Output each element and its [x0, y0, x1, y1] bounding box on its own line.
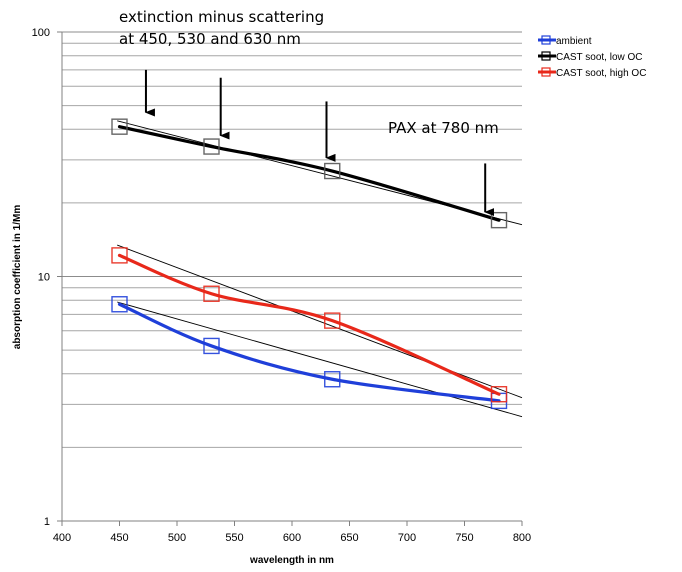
fit-line-cast-soot-high-oc — [117, 244, 523, 399]
series-line-ambient — [117, 302, 501, 403]
legend-label: CAST soot, low OC — [556, 52, 643, 63]
y-axis-title: absorption coefficient in 1/Mm — [12, 205, 23, 350]
x-tick-label: 500 — [168, 532, 186, 544]
tick-labels: 400 450 500 550 600 650 700 750 800 1 10 100 — [32, 27, 532, 544]
series-line-cast-soot-low-oc — [117, 125, 501, 222]
data-point-ambient — [111, 296, 128, 313]
data-point-cast-soot-low-oc — [490, 211, 508, 229]
legend-label: CAST soot, high OC — [556, 68, 646, 79]
data-point-cast-soot-high-oc — [111, 247, 128, 264]
x-axis-title: wavelength in nm — [249, 555, 334, 566]
x-tick-label: 800 — [513, 532, 531, 544]
annotations: extinction minus scattering at 450, 530 a… — [119, 8, 499, 217]
legend-label: ambient — [556, 36, 592, 47]
x-tick-label: 550 — [225, 532, 243, 544]
x-tick-label: 650 — [340, 532, 358, 544]
legend: ambient CAST soot, low OC CAST soot, high … — [538, 35, 646, 79]
data-point-cast-soot-low-oc — [203, 138, 220, 155]
annotation-text: extinction minus scattering — [119, 8, 324, 26]
data-point-cast-soot-high-oc — [324, 312, 341, 329]
series-group — [111, 118, 508, 410]
legend-marker — [541, 35, 551, 45]
axes — [57, 31, 523, 526]
data-point-cast-soot-low-oc — [111, 118, 128, 135]
data-point-cast-soot-high-oc — [490, 386, 508, 403]
series-line-cast-soot-high-oc — [117, 253, 501, 396]
legend-marker — [541, 67, 551, 77]
annotation-text: PAX at 780 nm — [388, 119, 499, 137]
data-point-ambient — [203, 337, 220, 355]
data-point-ambient — [324, 371, 341, 388]
data-point-cast-soot-high-oc — [203, 285, 220, 302]
fit-line-ambient — [117, 301, 523, 418]
data-point-cast-soot-low-oc — [324, 162, 341, 180]
y-tick-label: 10 — [38, 272, 50, 284]
x-tick-label: 400 — [53, 532, 71, 544]
y-tick-label: 1 — [44, 516, 50, 528]
legend-marker — [541, 51, 551, 61]
annotation-text: at 450, 530 and 630 nm — [119, 30, 301, 48]
x-tick-label: 600 — [283, 532, 301, 544]
y-tick-label: 100 — [32, 27, 50, 39]
grid — [62, 31, 522, 522]
fit-lines — [117, 120, 523, 418]
x-tick-label: 750 — [455, 532, 473, 544]
x-tick-label: 450 — [110, 532, 128, 544]
x-tick-label: 700 — [398, 532, 416, 544]
